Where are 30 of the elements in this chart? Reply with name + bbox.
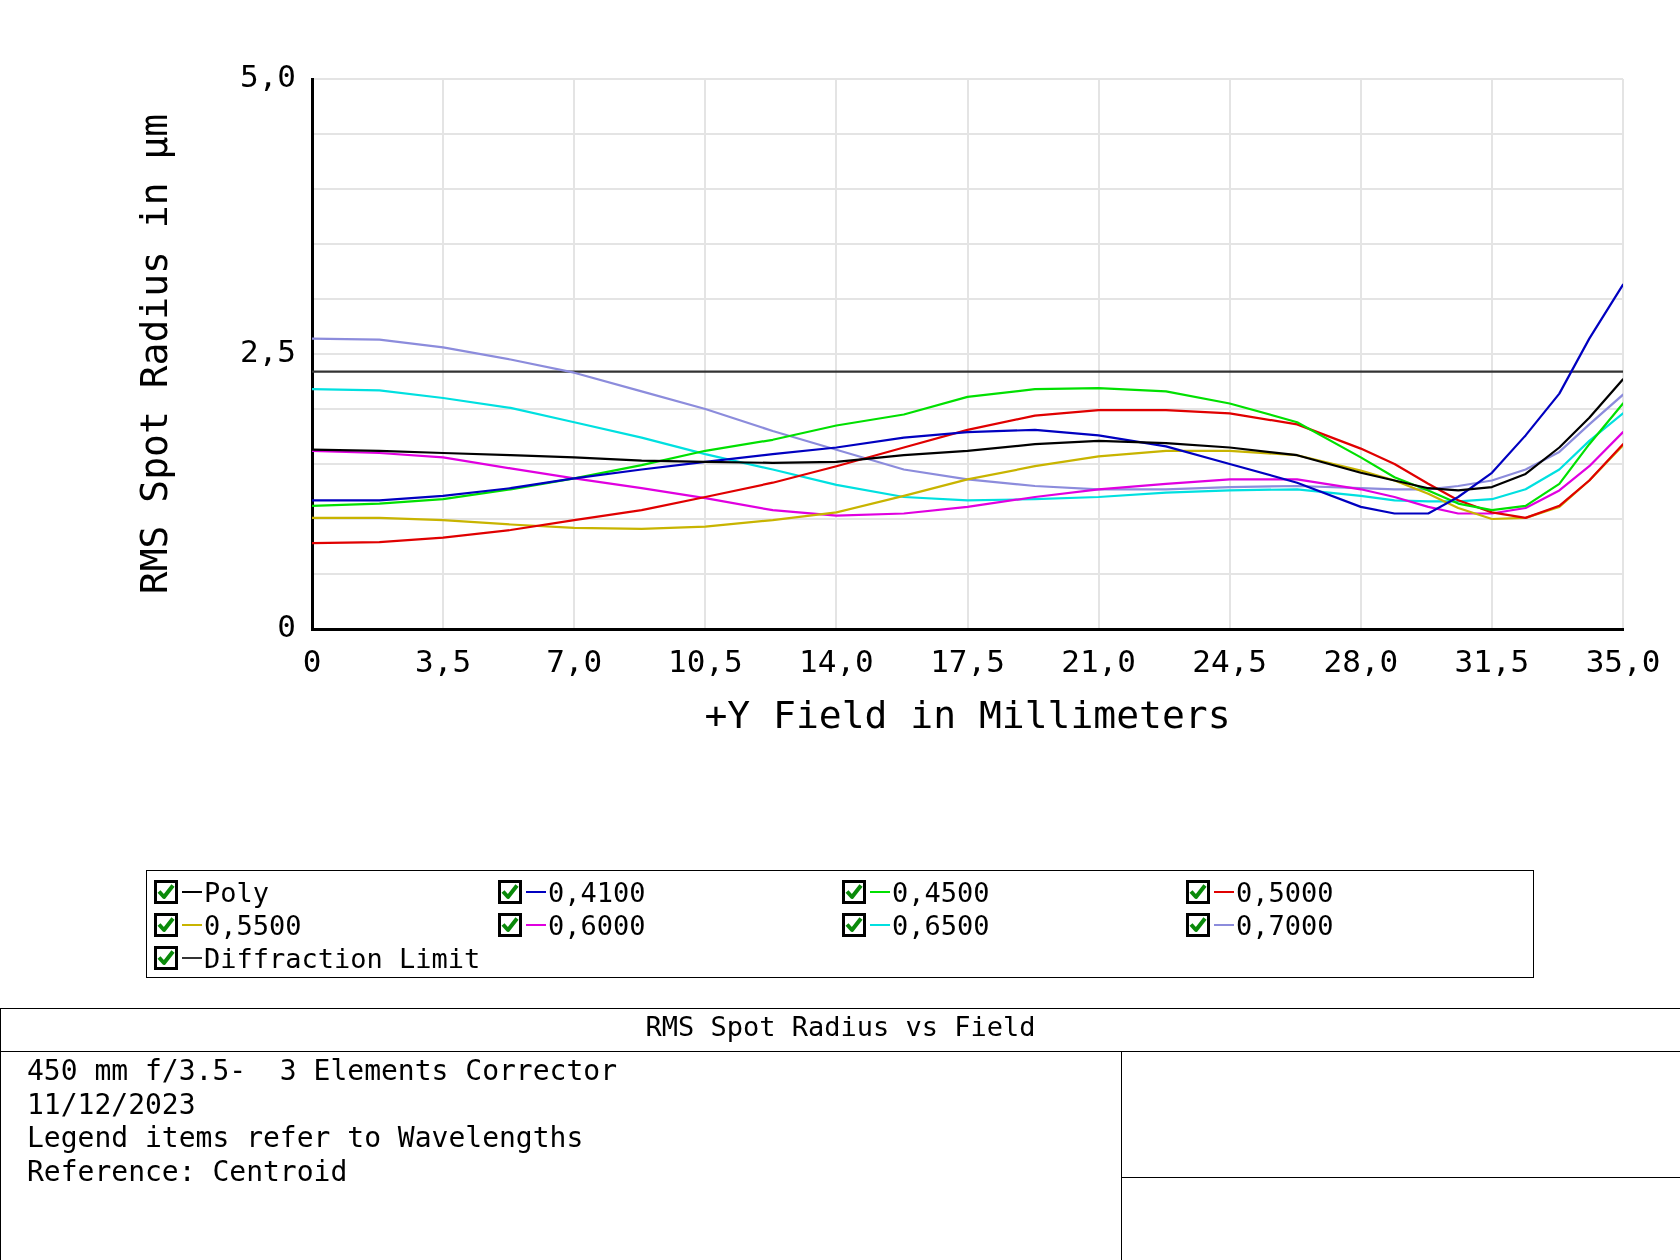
legend-label: 0,7000 xyxy=(1236,909,1334,941)
text: Reference: Centroid xyxy=(27,1154,349,1188)
x-tick-label: 35,0 xyxy=(1585,642,1661,679)
x-tick-label: 3,5 xyxy=(415,642,472,679)
text: 450 mm f/3.5- 3 Elements Corrector xyxy=(27,1054,618,1088)
x-tick-label: 28,0 xyxy=(1323,642,1399,679)
y-tick-label: 2,5 xyxy=(240,333,296,370)
legend-label: 0,4500 xyxy=(892,876,990,908)
legend-label: 0,5500 xyxy=(204,909,302,941)
legend-label: 0,4100 xyxy=(548,876,646,908)
x-tick-label: 24,5 xyxy=(1192,642,1268,679)
legend-label: Diffraction Limit xyxy=(204,942,481,974)
legend-label: 0,6500 xyxy=(892,909,990,941)
x-tick-label: 17,5 xyxy=(930,642,1005,679)
y-axis-title: RMS Spot Radius in µm xyxy=(131,113,176,595)
x-tick-label: 10,5 xyxy=(667,642,743,679)
x-tick-label: 14,0 xyxy=(799,642,874,679)
text: Legend items refer to Wavelengths xyxy=(27,1121,585,1155)
x-tick-label: 31,5 xyxy=(1454,642,1530,679)
legend-label: Poly xyxy=(204,876,270,908)
x-axis-title: +Y Field in Millimeters xyxy=(704,693,1231,738)
text: RMS Spot Radius vs Field xyxy=(1,1009,1680,1052)
x-tick-label: 21,0 xyxy=(1061,642,1136,679)
legend-label: 0,6000 xyxy=(548,909,646,941)
y-tick-label: 5,0 xyxy=(240,58,296,95)
legend-label: 0,5000 xyxy=(1236,876,1334,908)
x-tick-label: 7,0 xyxy=(546,642,603,679)
text: 11/12/2023 xyxy=(27,1087,197,1121)
x-tick-label: 0 xyxy=(302,642,322,679)
y-tick-label: 0 xyxy=(277,608,296,645)
